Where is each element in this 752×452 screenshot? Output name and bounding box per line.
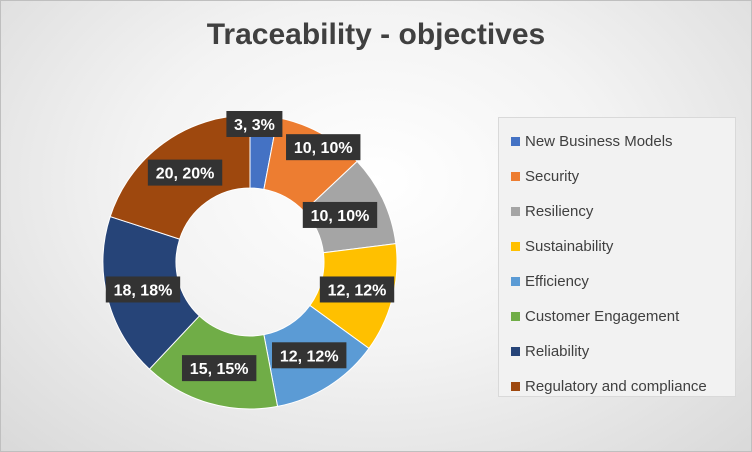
legend-label: Sustainability	[525, 238, 614, 255]
legend-item-reliability: Reliability	[499, 334, 735, 369]
chart-title: Traceability - objectives	[206, 18, 546, 51]
svg-text:3, 3%: 3, 3%	[234, 117, 275, 134]
legend: New Business Models Security Resiliency Sus…	[498, 117, 736, 397]
svg-text:18, 18%: 18, 18%	[114, 282, 173, 299]
data-label-efficiency: 12, 12%	[272, 342, 347, 369]
legend-label: New Business Models	[525, 133, 673, 150]
legend-label: Customer Engagement	[525, 308, 680, 325]
legend-item-resiliency: Resiliency	[499, 194, 735, 229]
svg-text:20, 20%: 20, 20%	[156, 166, 215, 183]
data-label-sustainability: 12, 12%	[319, 276, 395, 303]
legend-swatch	[511, 277, 520, 286]
legend-label: Security	[525, 168, 580, 185]
data-label-security: 10, 10%	[286, 134, 361, 161]
legend-item-sustainability: Sustainability	[499, 229, 735, 264]
data-label-reliability: 18, 18%	[105, 276, 181, 303]
legend-item-security: Security	[499, 159, 735, 194]
data-label-new-business-models: 3, 3%	[226, 110, 283, 137]
data-label-regulatory-and-compliance: 20, 20%	[147, 159, 223, 186]
svg-text:10, 10%: 10, 10%	[311, 208, 370, 225]
legend-swatch	[511, 207, 520, 216]
svg-text:10, 10%: 10, 10%	[294, 140, 353, 157]
legend-label: Reliability	[525, 343, 590, 360]
legend-label: Regulatory and compliance	[525, 378, 707, 395]
legend-item-customer-engagement: Customer Engagement	[499, 299, 735, 334]
legend-swatch	[511, 172, 520, 181]
legend-item-regulatory-and-compliance: Regulatory and compliance	[499, 369, 735, 404]
data-label-customer-engagement: 15, 15%	[181, 355, 257, 382]
legend-swatch	[511, 382, 520, 391]
legend-swatch	[511, 137, 520, 146]
legend-label: Resiliency	[525, 203, 594, 220]
legend-label: Efficiency	[525, 273, 589, 290]
legend-swatch	[511, 312, 520, 321]
svg-text:12, 12%: 12, 12%	[328, 282, 387, 299]
legend-item-new-business-models: New Business Models	[499, 124, 735, 159]
legend-swatch	[511, 347, 520, 356]
data-label-resiliency: 10, 10%	[302, 201, 378, 228]
legend-swatch	[511, 242, 520, 251]
svg-text:12, 12%: 12, 12%	[280, 348, 339, 365]
legend-item-efficiency: Efficiency	[499, 264, 735, 299]
svg-text:15, 15%: 15, 15%	[190, 361, 249, 378]
